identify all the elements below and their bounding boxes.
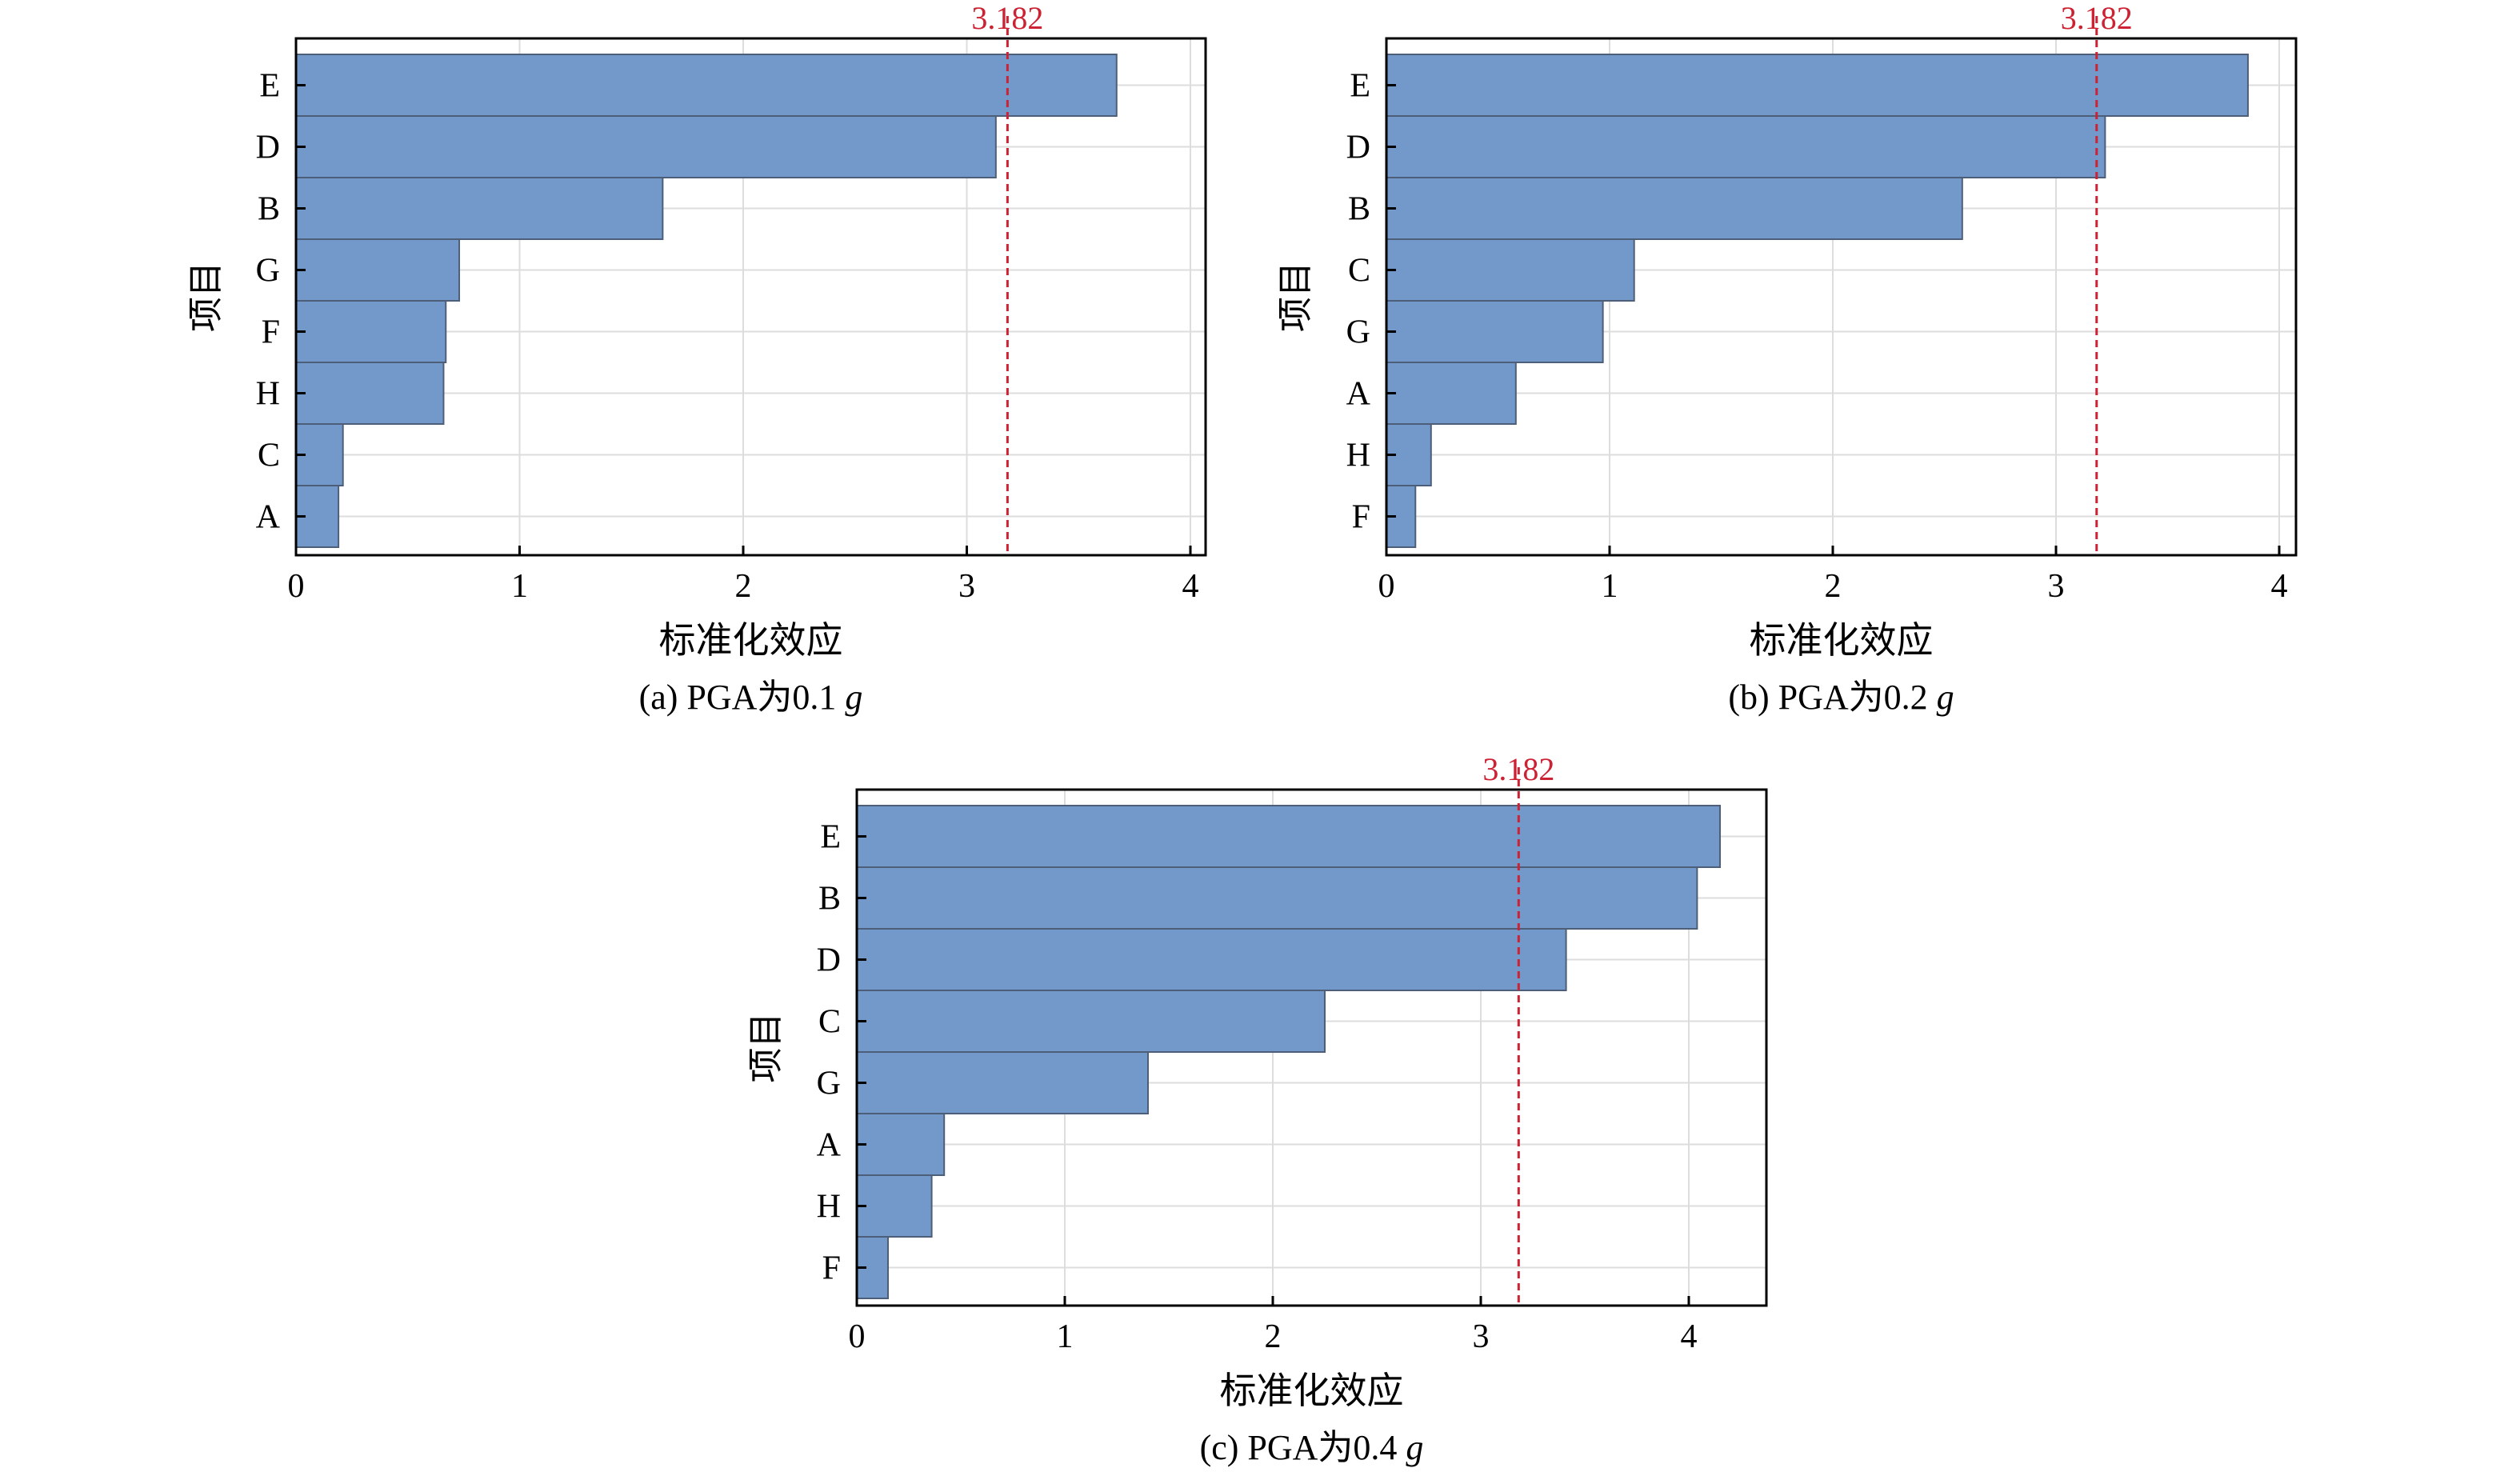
- category-label-B: B: [258, 191, 280, 228]
- bar-F: [295, 300, 447, 363]
- category-label-A: A: [817, 1127, 842, 1164]
- bar-B: [1386, 177, 1963, 240]
- bar-D: [295, 115, 997, 178]
- x-axis-label: 标准化效应: [1220, 1370, 1404, 1411]
- plot-frame: [855, 788, 1768, 1307]
- x-axis-label: 标准化效应: [659, 620, 843, 661]
- bar-B: [295, 177, 664, 240]
- tick-label-x: 2: [1265, 1318, 1282, 1355]
- category-label-C: C: [1348, 253, 1370, 290]
- category-label-A: A: [1346, 376, 1371, 413]
- bar-C: [1386, 238, 1635, 302]
- chart-caption: (a) PGA为0.1 g: [639, 678, 863, 717]
- threshold-label: 3.182: [1482, 751, 1554, 787]
- category-label-D: D: [256, 130, 280, 166]
- tick-label-x: 3: [1473, 1318, 1490, 1355]
- category-label-E: E: [259, 68, 280, 105]
- plot-frame: [294, 37, 1207, 557]
- threshold-label: 3.182: [971, 0, 1043, 36]
- category-label-B: B: [1348, 191, 1370, 228]
- category-label-C: C: [818, 1004, 841, 1041]
- category-label-G: G: [256, 253, 280, 290]
- category-label-E: E: [1350, 68, 1370, 105]
- bar-E: [856, 805, 1721, 868]
- category-label-D: D: [1346, 130, 1370, 166]
- tick-label-x: 0: [1378, 568, 1395, 605]
- category-label-A: A: [256, 499, 281, 536]
- tick-label-x: 0: [288, 568, 305, 605]
- plot-frame: [1385, 37, 2298, 557]
- chart-caption: (c) PGA为0.4 g: [1200, 1428, 1424, 1467]
- bar-G: [1386, 300, 1604, 363]
- bar-H: [295, 362, 445, 425]
- tick-label-x: 3: [2048, 568, 2065, 605]
- tick-label-x: 4: [1182, 568, 1199, 605]
- caption-text: (c) PGA为0.4: [1200, 1428, 1406, 1467]
- tick-label-x: 1: [511, 568, 528, 605]
- bar-E: [295, 54, 1118, 117]
- bar-G: [295, 238, 461, 302]
- bar-E: [1386, 54, 2249, 117]
- category-label-B: B: [818, 881, 841, 918]
- category-label-F: F: [262, 314, 280, 351]
- chart-caption: (b) PGA为0.2 g: [1728, 678, 1954, 717]
- tick-label-x: 0: [849, 1318, 866, 1355]
- tick-label-x: 1: [1602, 568, 1618, 605]
- tick-label-x: 3: [958, 568, 975, 605]
- caption-unit: g: [1937, 678, 1954, 717]
- tick-label-x: 4: [2271, 568, 2288, 605]
- category-label-D: D: [817, 942, 841, 979]
- category-label-H: H: [817, 1189, 841, 1226]
- x-axis-label: 标准化效应: [1750, 620, 1934, 661]
- tick-label-x: 2: [1825, 568, 1842, 605]
- bar-D: [856, 928, 1567, 991]
- y-axis-label: 项目: [746, 1013, 786, 1083]
- bar-C: [856, 990, 1326, 1053]
- category-label-G: G: [817, 1066, 841, 1102]
- category-label-G: G: [1346, 314, 1370, 351]
- tick-label-x: 2: [735, 568, 752, 605]
- tick-label-x: 1: [1057, 1318, 1074, 1355]
- caption-text: (b) PGA为0.2: [1728, 678, 1936, 717]
- category-label-C: C: [258, 438, 280, 474]
- bar-G: [856, 1051, 1149, 1114]
- bar-H: [856, 1174, 933, 1238]
- caption-unit: g: [1406, 1428, 1423, 1467]
- caption-text: (a) PGA为0.1: [639, 678, 846, 717]
- category-label-F: F: [1352, 499, 1370, 536]
- category-label-H: H: [256, 376, 280, 413]
- y-axis-label: 项目: [1276, 262, 1315, 332]
- bar-D: [1386, 115, 2106, 178]
- category-label-H: H: [1346, 438, 1370, 474]
- threshold-label: 3.182: [2061, 0, 2133, 36]
- tick-label-x: 4: [1681, 1318, 1698, 1355]
- y-axis-label: 项目: [186, 262, 226, 332]
- category-label-E: E: [820, 819, 841, 856]
- bar-A: [1386, 362, 1517, 425]
- caption-unit: g: [845, 678, 862, 717]
- category-label-F: F: [822, 1250, 841, 1287]
- bar-A: [856, 1113, 946, 1176]
- bar-B: [856, 866, 1698, 930]
